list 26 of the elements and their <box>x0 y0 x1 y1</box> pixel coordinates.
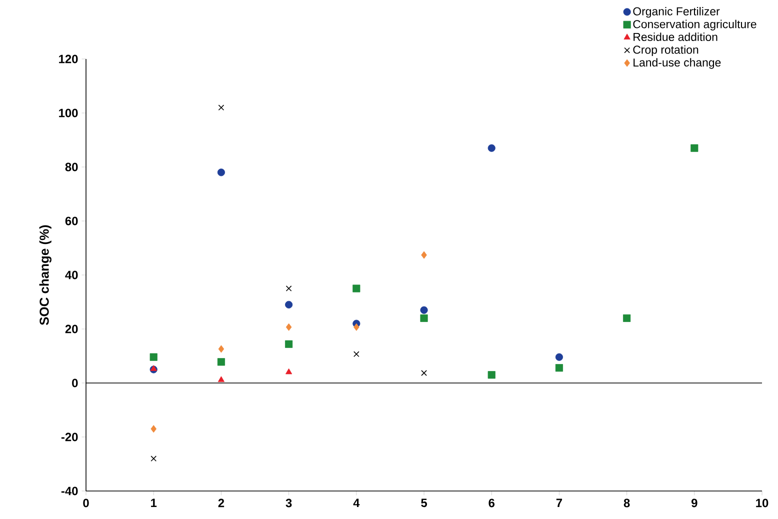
x-tick-label: 1 <box>151 498 157 507</box>
x-tick-label: 3 <box>286 498 292 508</box>
y-tick-label: 40 <box>65 270 78 280</box>
legend-label: Land-use change <box>634 58 721 69</box>
y-tick-label: 80 <box>65 162 78 172</box>
y-tick-label: -40 <box>61 486 78 496</box>
y-tick-label: 60 <box>65 216 78 226</box>
x-tick-label: 2 <box>218 498 224 508</box>
x-tick-label: 7 <box>556 498 562 507</box>
x-tick-label: 0 <box>83 498 89 508</box>
x-tick-label: 4 <box>353 498 360 507</box>
x-tick-label: 9 <box>692 498 698 508</box>
x-tick-label: 5 <box>421 498 427 508</box>
y-tick-label: 0 <box>72 378 78 388</box>
y-tick-label: 120 <box>59 54 78 64</box>
y-tick-label: -20 <box>61 432 78 442</box>
legend-label: Organic Fertilizer <box>633 7 720 18</box>
legend-label: Conservation agriculture <box>633 20 756 30</box>
x-tick-label: 6 <box>488 498 495 508</box>
y-axis-title: SOC change (%) <box>39 225 52 325</box>
legend-label: Crop rotation <box>633 45 698 56</box>
y-tick-label: 100 <box>59 108 78 118</box>
y-tick-label: 20 <box>65 324 78 334</box>
x-tick-label: 10 <box>756 498 768 508</box>
x-tick-label: 8 <box>624 498 630 508</box>
legend-label: Residue addition <box>634 32 718 41</box>
